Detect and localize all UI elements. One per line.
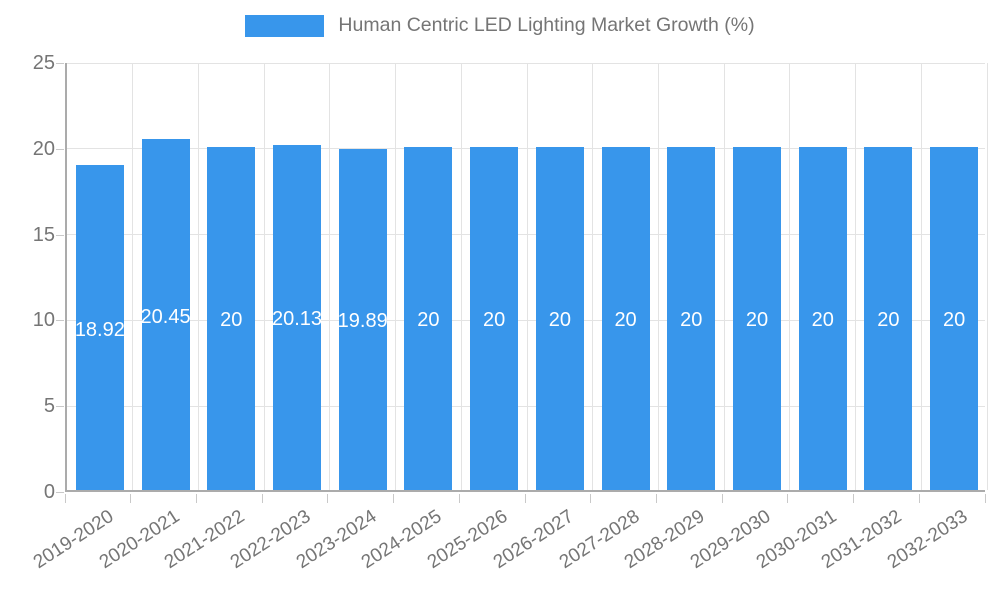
bar-value-label: 20: [745, 309, 769, 332]
x-gridline: [723, 63, 725, 490]
x-gridline: [592, 63, 594, 490]
x-axis-tick: [590, 494, 592, 503]
bar-value-label: 20: [483, 309, 506, 332]
x-gridline: [263, 63, 265, 490]
bar-2022-2023: [273, 144, 321, 490]
x-axis-tick: [393, 494, 395, 503]
y-gridline: [67, 405, 985, 407]
y-gridline: [67, 62, 985, 64]
x-axis-tick: [458, 494, 460, 503]
chart-legend: Human Centric LED Lighting Market Growth…: [0, 14, 1000, 37]
bar-2019-2020: [75, 165, 124, 490]
bar-2020-2021: [141, 139, 190, 490]
y-gridline: [67, 234, 985, 236]
y-axis-tick: [56, 406, 64, 408]
x-axis-tick: [327, 494, 329, 503]
y-axis-tick-label: 10: [32, 309, 55, 332]
x-axis-tick: [524, 494, 526, 503]
bar-value-label: 20.13: [271, 308, 323, 331]
bar-2025-2026: [470, 146, 519, 490]
x-gridline: [789, 63, 791, 490]
legend-item[interactable]: Human Centric LED Lighting Market Growth…: [245, 14, 755, 37]
y-axis-tick-label: 20: [32, 137, 55, 160]
bar-value-label: 20: [943, 309, 966, 332]
x-axis-tick: [787, 494, 789, 503]
x-axis-tick: [261, 494, 263, 503]
bar-2029-2030: [733, 146, 781, 490]
bar-2031-2032: [864, 146, 913, 490]
y-gridline: [67, 319, 985, 321]
x-gridline: [657, 63, 659, 490]
bar-2027-2028: [601, 146, 650, 490]
bar-value-label: 20: [548, 309, 571, 332]
y-axis-tick-label: 0: [43, 481, 55, 503]
y-axis-tick: [56, 234, 64, 236]
x-axis-tick: [721, 494, 723, 503]
bar-2026-2027: [535, 146, 584, 490]
x-axis-tick: [655, 494, 657, 503]
legend-label: Human Centric LED Lighting Market Growth…: [338, 14, 755, 36]
bar-2021-2022: [207, 146, 256, 490]
y-axis-tick: [56, 492, 64, 493]
x-gridline: [526, 63, 528, 490]
bar-value-label: 20: [417, 309, 440, 332]
y-axis-tick-label: 15: [32, 223, 55, 246]
bar-value-label: 20: [811, 309, 834, 332]
x-gridline: [329, 63, 331, 490]
y-axis-tick: [56, 148, 64, 150]
bar-2028-2029: [667, 146, 716, 490]
x-gridline: [395, 63, 397, 490]
y-axis-tick: [56, 63, 64, 64]
x-gridline: [920, 63, 922, 490]
x-axis-tick: [918, 494, 920, 503]
y-axis-tick: [56, 320, 64, 322]
x-gridline: [986, 63, 988, 490]
x-axis-tick: [64, 494, 66, 503]
bar-value-label: 18.92: [74, 318, 125, 341]
x-gridline: [855, 63, 857, 490]
bar-2032-2033: [930, 146, 979, 490]
bar-2023-2024: [338, 148, 387, 490]
x-axis-tick: [984, 494, 986, 503]
bar-value-label: 20.45: [140, 305, 191, 328]
bar-value-label: 20: [680, 309, 703, 332]
x-axis-tick: [130, 494, 132, 503]
bar-value-label: 20: [614, 309, 637, 332]
legend-color-swatch: [245, 14, 325, 37]
bar-2030-2031: [798, 146, 847, 490]
y-axis-tick-label: 5: [43, 395, 55, 418]
bar-value-label: 20: [220, 309, 243, 332]
x-gridline: [460, 63, 462, 490]
y-gridline: [67, 148, 985, 150]
x-axis-tick: [853, 494, 855, 503]
bar-value-label: 19.89: [337, 310, 388, 333]
bar-2024-2025: [404, 146, 453, 490]
x-gridline: [197, 63, 199, 490]
plot-area: 18.92 20.45 20 20.13 19.89 20 20 20 20 20 20 20 20 20: [65, 62, 988, 492]
bar-value-label: 20: [877, 309, 900, 332]
y-axis-tick-label: 25: [32, 52, 55, 74]
x-gridline: [132, 63, 134, 490]
x-axis-tick: [195, 494, 197, 503]
